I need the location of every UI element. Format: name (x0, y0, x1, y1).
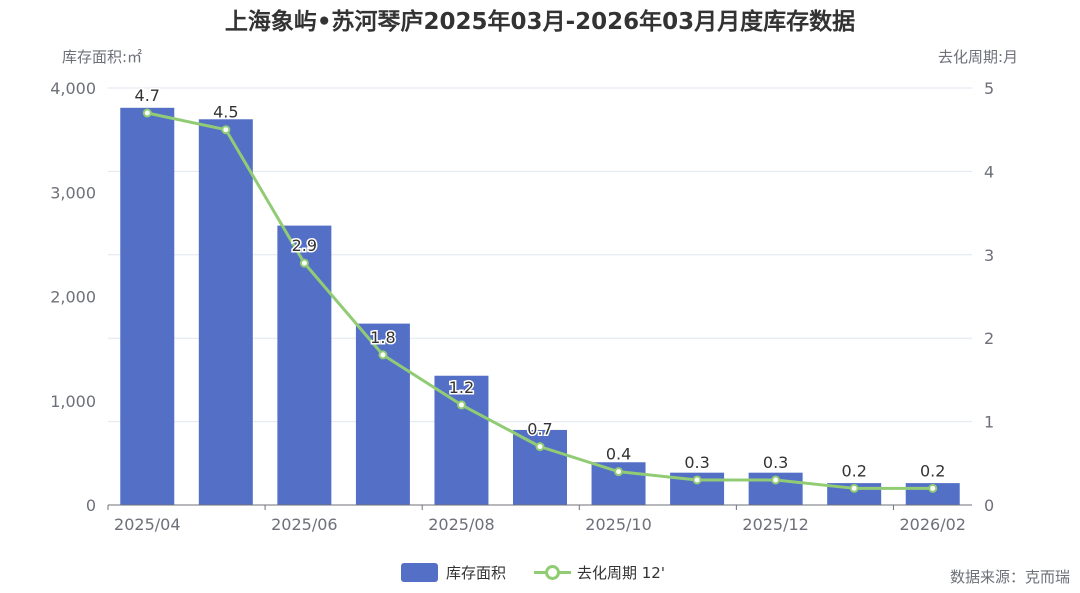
line-point (142, 108, 152, 118)
left-axis-label: 库存面积:㎡ (62, 48, 143, 66)
legend-line-swatch (534, 565, 571, 580)
data-source: 数据来源：克而瑞 (949, 568, 1070, 586)
line-data-label: 1.2 (449, 378, 474, 397)
bar (120, 107, 175, 506)
right-axis-label: 去化周期:月 (937, 48, 1018, 66)
axes: 0 1,000 2,000 3,000 4,000 0 1 2 3 4 5 2025/04 2025/0… (50, 79, 994, 534)
bar (198, 119, 253, 506)
line-data-label: 0.3 (684, 453, 709, 472)
legend-label-inventory: 库存面积 (446, 564, 507, 582)
line-point (849, 483, 859, 493)
y-right-tick-label: 2 (984, 329, 994, 348)
x-tick-label: 2025/10 (585, 515, 651, 534)
line-data-label: 0.3 (763, 453, 788, 472)
line-point (614, 467, 624, 477)
line-data-label: 0.7 (527, 420, 552, 439)
line-point (535, 442, 545, 452)
y-right-tick-label: 4 (984, 162, 994, 181)
legend-label-cycle: 去化周期 12' (577, 564, 665, 582)
line-point (928, 483, 938, 493)
x-tick-label: 2025/12 (742, 515, 808, 534)
line-point (771, 475, 781, 485)
line-data-label: 1.8 (370, 328, 395, 347)
y-left-tick-label: 1,000 (50, 392, 96, 411)
y-left-tick-label: 3,000 (50, 183, 96, 202)
x-tick-label: 2026/02 (899, 515, 965, 534)
legend-item-cycle[interactable]: 去化周期 12' (534, 562, 665, 583)
line-point (456, 400, 466, 410)
y-left-tick-label: 2,000 (50, 288, 96, 307)
line-data-label: 4.7 (135, 86, 160, 105)
line-data-label: 0.2 (841, 461, 866, 480)
line-point (378, 350, 388, 360)
line-data-label: 4.5 (213, 103, 238, 122)
line-data-label: 0.4 (606, 445, 631, 464)
x-tick-label: 2025/08 (428, 515, 494, 534)
y-right-tick-label: 5 (984, 79, 994, 98)
chart-title: 上海象屿•苏河琴庐2025年03月-2026年03月月度库存数据 (224, 9, 856, 35)
line-point (299, 258, 309, 268)
line-data-label: 2.9 (292, 236, 317, 255)
y-right-tick-label: 3 (984, 246, 994, 265)
x-tick-label: 2025/06 (271, 515, 337, 534)
y-right-tick-label: 1 (984, 413, 994, 432)
legend: 库存面积 去化周期 12' (0, 562, 1080, 588)
bar (277, 225, 332, 506)
line-point (692, 475, 702, 485)
bar (434, 375, 489, 505)
bar-series (120, 107, 960, 506)
legend-bar-swatch (401, 563, 438, 582)
data-labels: 4.7 4.5 2.9 1.8 1.2 0.7 0.4 0.3 0.3 0.2 0.2 (133, 85, 947, 482)
legend-item-inventory[interactable]: 库存面积 (401, 562, 506, 583)
line-point (221, 125, 231, 135)
y-right-tick-label: 0 (984, 496, 994, 515)
y-left-tick-label: 0 (86, 496, 96, 515)
bar (513, 429, 567, 505)
x-tick-label: 2025/04 (114, 515, 180, 534)
line-series (142, 108, 938, 493)
y-left-tick-label: 4,000 (50, 79, 96, 98)
line-data-label: 0.2 (920, 461, 945, 480)
